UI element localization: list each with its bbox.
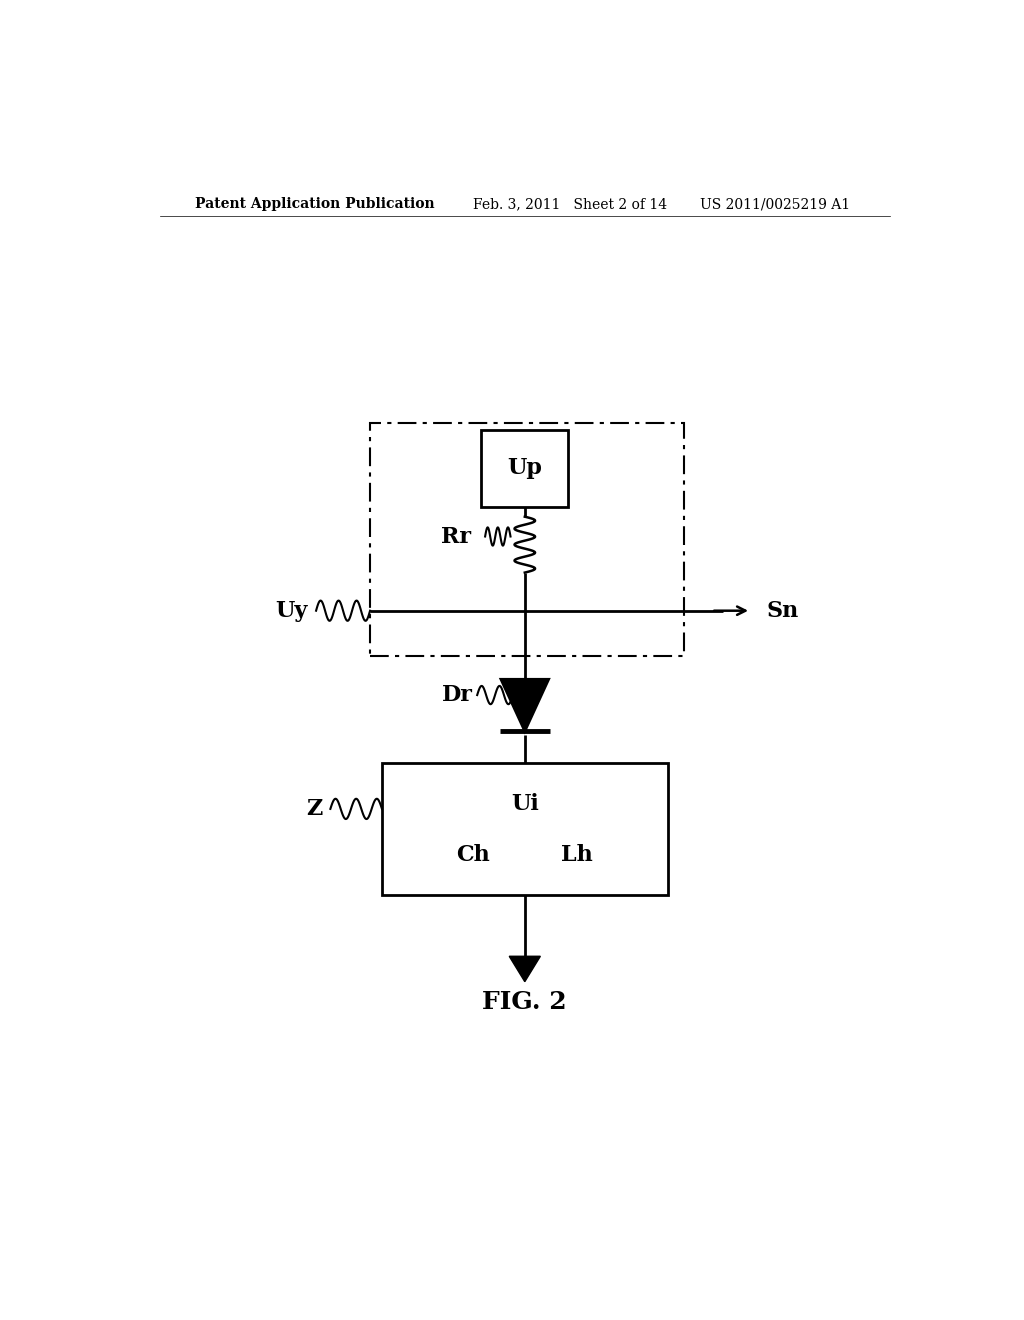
Bar — [382, 763, 668, 895]
Text: Dr: Dr — [441, 684, 472, 706]
Text: US 2011/0025219 A1: US 2011/0025219 A1 — [700, 197, 850, 211]
Text: Feb. 3, 2011   Sheet 2 of 14: Feb. 3, 2011 Sheet 2 of 14 — [473, 197, 668, 211]
Bar — [481, 430, 568, 507]
Text: Uy: Uy — [274, 599, 307, 622]
Text: Z: Z — [306, 797, 323, 820]
Text: Up: Up — [507, 458, 543, 479]
Text: Ui: Ui — [511, 793, 539, 814]
Text: FIG. 2: FIG. 2 — [482, 990, 567, 1014]
Text: Patent Application Publication: Patent Application Publication — [196, 197, 435, 211]
Text: Sn: Sn — [767, 599, 799, 622]
Polygon shape — [509, 956, 541, 982]
Text: Rr: Rr — [441, 525, 471, 548]
Polygon shape — [501, 680, 549, 731]
Text: Ch: Ch — [457, 843, 490, 866]
Text: Lh: Lh — [560, 843, 592, 866]
Bar — [370, 422, 684, 656]
